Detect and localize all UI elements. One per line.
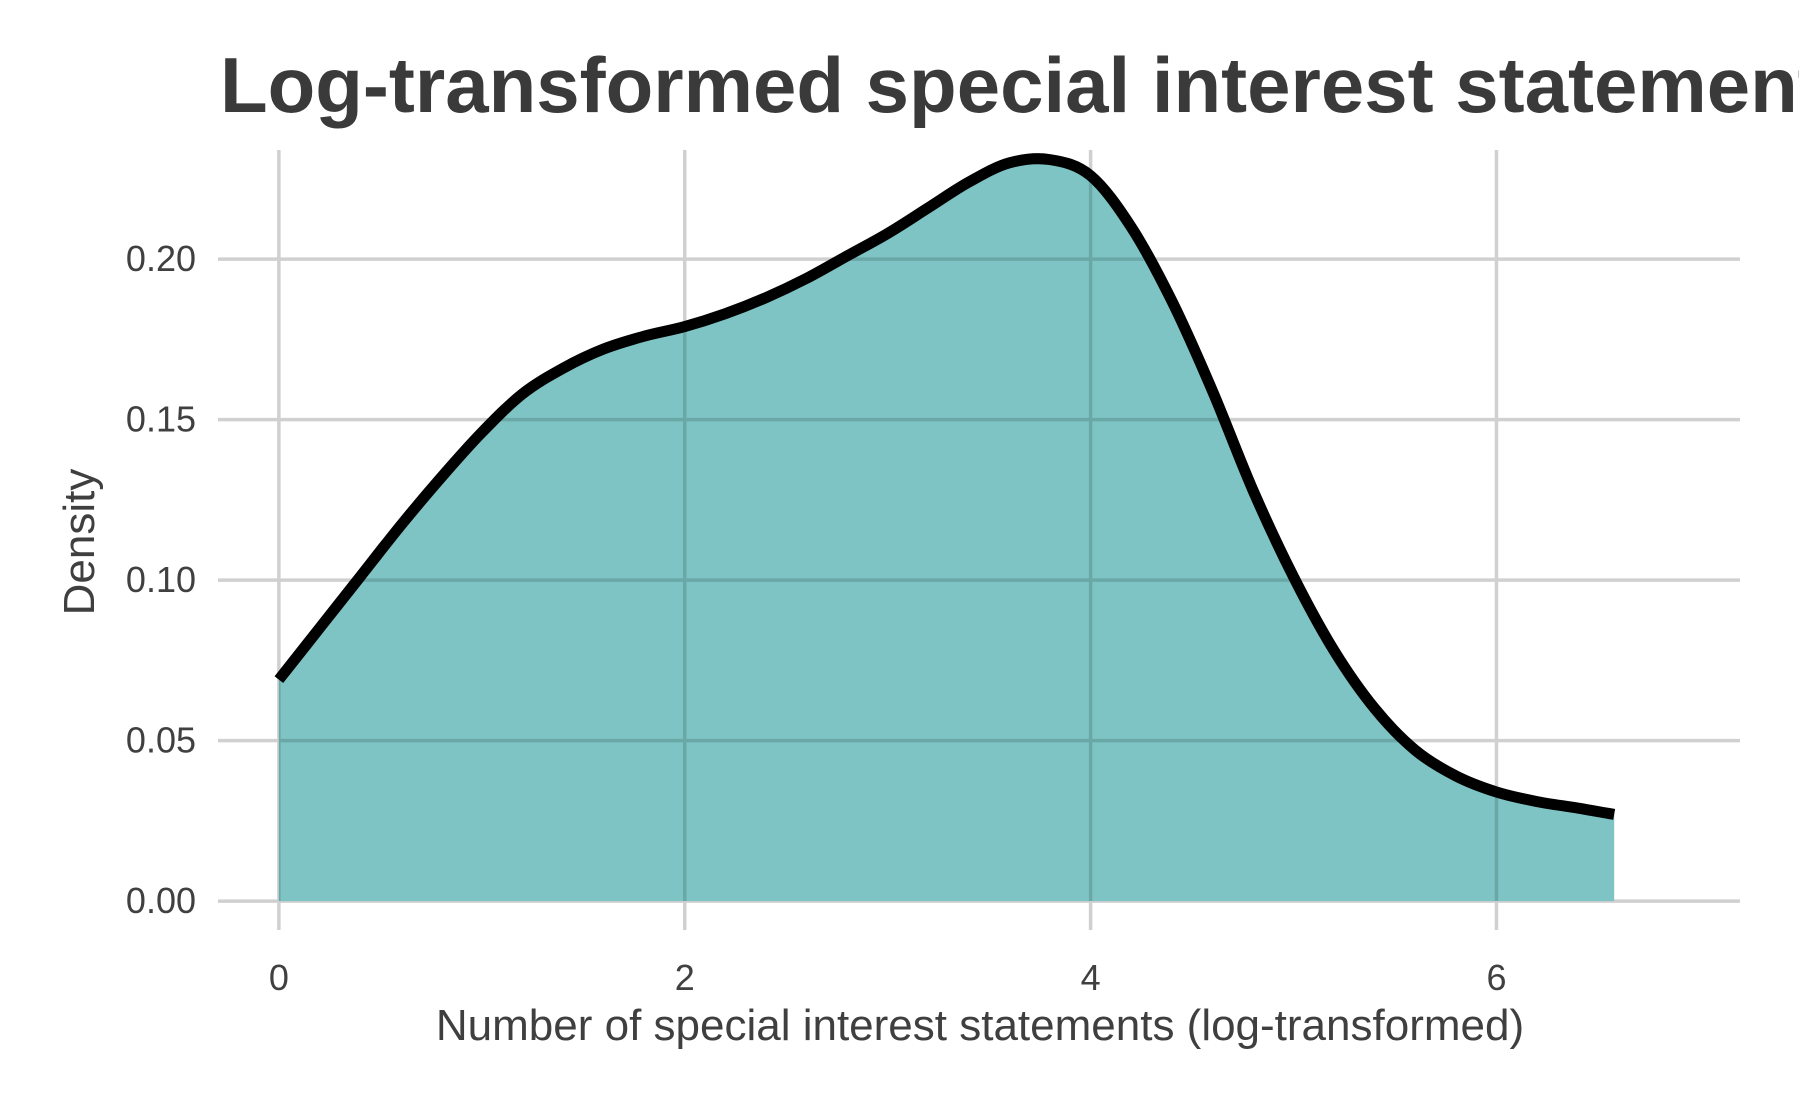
x-axis-label: Number of special interest statements (l… [436, 1001, 1524, 1050]
y-axis-label: Density [55, 469, 104, 616]
y-tick-label: 0.00 [126, 880, 196, 921]
chart-title: Log-transformed special interest stateme… [220, 41, 1799, 129]
density-area-fill [278, 158, 1615, 902]
y-tick-label: 0.15 [126, 399, 196, 440]
x-tick-label: 4 [1081, 957, 1101, 998]
x-tick-label: 2 [675, 957, 695, 998]
tick-layer: 0.00 0.05 0.10 0.15 0.20 0 2 4 6 [126, 238, 1507, 998]
density-line [274, 153, 1616, 820]
x-tick-label: 6 [1486, 957, 1506, 998]
y-tick-label: 0.20 [126, 238, 196, 279]
x-tick-label: 0 [269, 957, 289, 998]
y-tick-label: 0.05 [126, 720, 196, 761]
area-layer [274, 153, 1616, 902]
y-tick-label: 0.10 [126, 559, 196, 600]
